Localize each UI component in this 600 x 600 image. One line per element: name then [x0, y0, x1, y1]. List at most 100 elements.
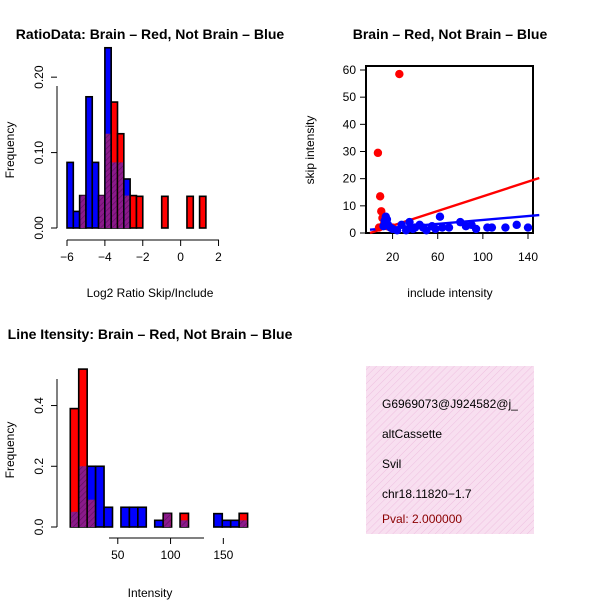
histogram-bar — [128, 506, 139, 528]
histogram-bar — [160, 195, 169, 229]
scatter-point — [444, 223, 454, 232]
y-tick-label: 0.20 — [32, 65, 46, 89]
scatter-y-label: skip intensity — [303, 116, 317, 185]
histogram-bar — [198, 195, 207, 229]
y-tick-label: 0.2 — [32, 458, 46, 475]
y-tick-label: 0.10 — [32, 141, 46, 165]
histogram-bar — [72, 210, 81, 229]
line-intensity-histogram-panel: Line Itensity: Brain – Red, Not Brain – … — [3, 326, 293, 600]
scatter-x-label: include intensity — [407, 286, 492, 300]
ratio-x-label: Log2 Ratio Skip/Include — [87, 286, 214, 300]
histogram-bar — [186, 195, 195, 229]
y-tick-label: 0.4 — [32, 397, 46, 414]
histogram-overlap-bar — [111, 162, 117, 228]
x-tick-label: 2 — [215, 250, 222, 264]
x-tick-label: 140 — [518, 250, 538, 264]
histogram-overlap-bar — [239, 520, 247, 527]
histogram-overlap-bar — [79, 466, 87, 527]
histogram-bar — [135, 195, 144, 229]
ratio-histogram-title: RatioData: Brain – Red, Not Brain – Blue — [16, 26, 285, 42]
info-event-id: G6969073@J924582@j_ — [382, 397, 518, 411]
intensity-x-ticks: 50 100 150 — [111, 538, 234, 562]
intensity-y-label: Frequency — [3, 422, 17, 479]
histogram-overlap-bar — [124, 195, 130, 228]
scatter-point — [373, 148, 383, 158]
info-location: chr18.11820−1.7 — [382, 487, 472, 501]
y-tick-label: 0 — [349, 226, 356, 240]
line-intensity-bars — [69, 368, 249, 528]
info-pval: Pval: 2.000000 — [382, 512, 462, 526]
histogram-overlap-bar — [80, 195, 86, 228]
scatter-point — [512, 220, 521, 230]
x-tick-label: −6 — [60, 250, 74, 264]
scatter-point — [431, 224, 440, 234]
info-background — [366, 366, 534, 534]
scatter-point — [438, 223, 447, 232]
x-tick-label: 50 — [111, 548, 125, 562]
scatter-x-ticks: 20 60 100 140 — [386, 233, 538, 264]
histogram-overlap-bar — [118, 162, 124, 228]
scatter-points — [373, 69, 533, 235]
scatter-point — [523, 223, 533, 232]
scatter-point — [375, 192, 385, 201]
intensity-y-ticks: 0.0 0.2 0.4 — [32, 397, 57, 535]
scatter-y-ticks: 0 10 20 30 40 50 60 — [343, 63, 366, 240]
scatter-plot-box — [365, 65, 534, 234]
histogram-bar — [221, 519, 232, 528]
y-tick-label: 50 — [343, 90, 357, 104]
histogram-bar — [153, 519, 164, 528]
ratio-y-ticks: 0.00 0.10 0.20 — [32, 65, 57, 240]
histogram-bar — [91, 161, 100, 229]
info-event-type: altCassette — [382, 427, 442, 441]
histogram-bar — [85, 95, 94, 229]
scatter-point — [471, 224, 481, 234]
histogram-bar — [213, 512, 224, 528]
scatter-point — [395, 69, 404, 79]
y-tick-label: 40 — [343, 117, 357, 131]
scatter-point — [501, 223, 510, 232]
x-tick-label: 20 — [386, 250, 400, 264]
scatter-point — [405, 217, 414, 227]
x-tick-label: 100 — [473, 250, 493, 264]
intensity-x-label: Intensity — [128, 586, 173, 600]
x-tick-label: 100 — [161, 548, 181, 562]
histogram-bar — [229, 519, 240, 528]
scatter-title: Brain – Red, Not Brain – Blue — [353, 26, 548, 42]
y-tick-label: 30 — [343, 145, 357, 159]
histogram-overlap-bar — [99, 195, 105, 228]
y-tick-label: 0.00 — [32, 216, 46, 240]
event-info-panel: G6969073@J924582@j_ altCassette Svil chr… — [366, 366, 534, 534]
x-tick-label: 60 — [431, 250, 445, 264]
intensity-scatter-panel: Brain – Red, Not Brain – Blue 20 60 100 140… — [303, 26, 547, 300]
ratio-histogram-panel: RatioData: Brain – Red, Not Brain – Blue… — [3, 26, 284, 300]
info-gene: Svil — [382, 457, 401, 471]
histogram-overlap-bar — [87, 499, 95, 527]
ratio-x-ticks: −6 −4 −2 0 2 — [60, 240, 222, 264]
histogram-bar — [137, 506, 148, 528]
y-tick-label: 60 — [343, 63, 357, 77]
histogram-bar — [66, 161, 75, 229]
y-tick-label: 20 — [343, 172, 357, 186]
x-tick-label: −4 — [98, 250, 112, 264]
histogram-bar — [103, 506, 114, 528]
x-tick-label: −2 — [136, 250, 150, 264]
histogram-overlap-bar — [105, 133, 111, 228]
histogram-overlap-bar — [180, 520, 188, 527]
line-intensity-title: Line Itensity: Brain – Red, Not Brain – … — [8, 326, 293, 342]
histogram-overlap-bar — [71, 511, 78, 527]
histogram-overlap-bar — [163, 513, 171, 527]
x-tick-label: 150 — [213, 548, 233, 562]
y-tick-label: 0.0 — [32, 518, 46, 535]
ratio-y-label: Frequency — [3, 122, 17, 179]
histogram-bar — [69, 407, 80, 528]
scatter-point — [435, 212, 445, 221]
histogram-bar — [120, 506, 131, 528]
histogram-bar — [94, 465, 105, 528]
histogram-bar — [129, 194, 138, 229]
y-tick-label: 10 — [343, 199, 357, 213]
scatter-point — [487, 223, 497, 232]
scatter-point — [401, 226, 411, 235]
ratio-histogram-bars — [66, 46, 207, 229]
x-tick-label: 0 — [177, 250, 184, 264]
